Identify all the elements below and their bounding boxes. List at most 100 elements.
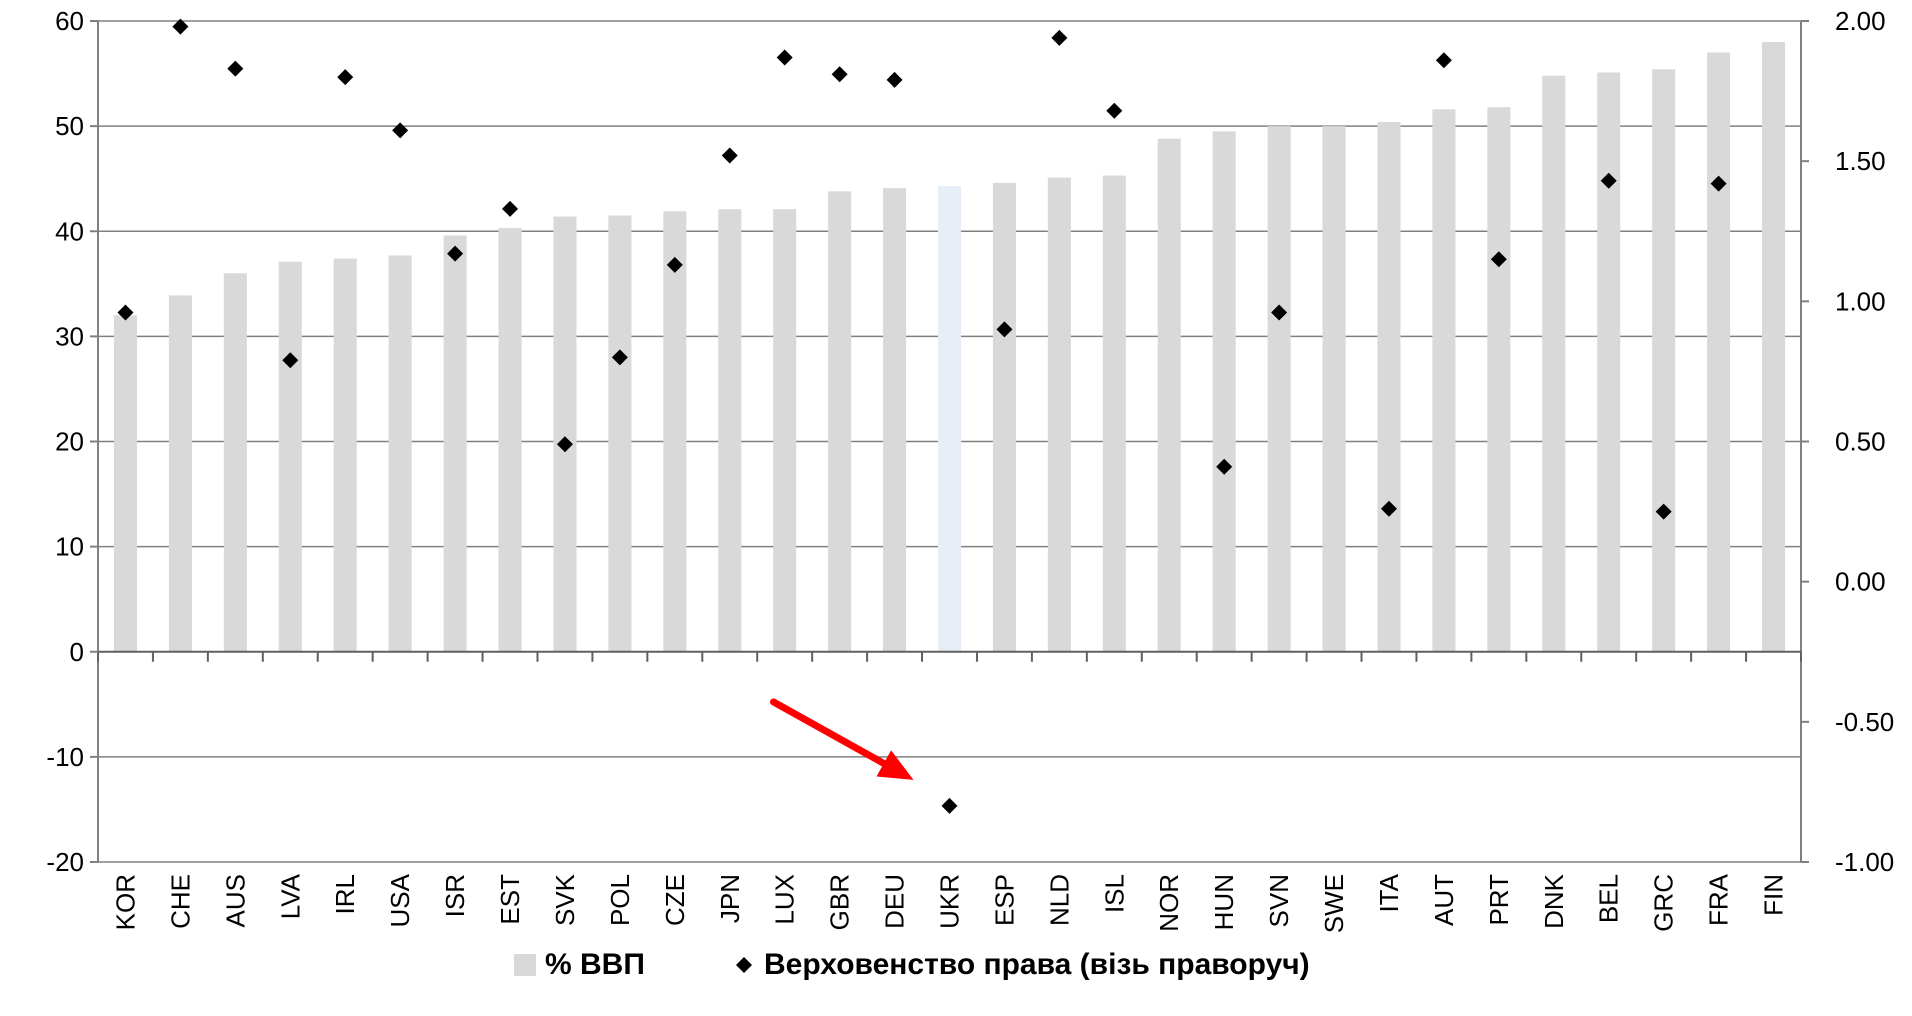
point-ita (1380, 500, 1397, 517)
category-label-grc: GRC (1649, 874, 1679, 932)
right-tick-label: -1.00 (1835, 847, 1894, 877)
category-label-jpn: JPN (715, 874, 745, 923)
right-axis-ticks: 2.00 1.50 1.00 0.50 0.00 -0.50 -1.00 (1801, 6, 1894, 877)
legend-scatter-label: Верховенство права (візь праворуч) (764, 948, 1310, 981)
bar-ita (1377, 121, 1401, 652)
point-irl (337, 69, 354, 86)
bar-gbr (828, 191, 852, 652)
right-tick-label: 2.00 (1835, 6, 1886, 36)
left-axis-ticks: 60 50 40 30 20 10 0 -10 -20 (46, 6, 98, 877)
bar-deu (883, 188, 907, 652)
category-label-isl: ISL (1099, 874, 1129, 913)
category-label-esp: ESP (989, 874, 1019, 926)
bar-jpn (718, 209, 742, 652)
category-label-che: CHE (165, 874, 195, 929)
bar-kor (113, 315, 138, 652)
point-lva (282, 352, 299, 369)
legend-diamond-marker (736, 957, 752, 973)
point-cze (666, 256, 683, 273)
scatter-series (117, 18, 1727, 814)
left-tick-label: 10 (55, 532, 84, 562)
category-label-ita: ITA (1374, 873, 1404, 912)
category-label-irl: IRL (330, 874, 360, 914)
category-label-lux: LUX (770, 874, 800, 925)
category-label-usa: USA (385, 873, 415, 927)
category-label-gbr: GBR (825, 874, 855, 930)
bar-ukr (937, 186, 962, 652)
category-label-est: EST (495, 874, 525, 925)
left-tick-label: 60 (55, 6, 84, 36)
category-label-svn: SVN (1264, 874, 1294, 927)
right-tick-label: 0.00 (1835, 567, 1886, 597)
category-label-deu: DEU (880, 874, 910, 929)
arrow-head (876, 750, 914, 780)
bar-esp (992, 182, 1016, 652)
point-svn (1271, 304, 1288, 321)
category-label-svk: SVK (550, 873, 580, 926)
right-tick-label: -0.50 (1835, 707, 1894, 737)
category-labels: KOR CHE AUS LVA IRL USA ISR EST SVK POL CZE JPN LUX G… (110, 873, 1788, 933)
red-arrow-annotation (770, 698, 914, 780)
arrow-shaft (770, 698, 888, 767)
category-label-aut: AUT (1429, 874, 1459, 926)
bar-nld (1047, 177, 1071, 652)
left-tick-label: -10 (46, 742, 84, 772)
category-label-swe: SWE (1319, 874, 1349, 933)
left-tick-label: 50 (55, 111, 84, 141)
bar-fra (1707, 52, 1731, 652)
category-label-hun: HUN (1209, 874, 1239, 930)
legend-bar-label: % ВВП (545, 948, 645, 981)
point-ukr (941, 797, 958, 814)
right-tick-label: 0.50 (1835, 427, 1886, 457)
right-tick-label: 1.50 (1835, 146, 1886, 176)
bar-svn (1267, 126, 1291, 652)
bar-isl (1102, 175, 1126, 652)
left-tick-label: 20 (55, 427, 84, 457)
point-gbr (831, 66, 848, 83)
category-label-cze: CZE (660, 874, 690, 926)
bar-prt (1487, 107, 1511, 652)
point-prt (1490, 251, 1507, 268)
bar-est (498, 228, 522, 652)
bar-aus (223, 273, 247, 652)
point-che (172, 18, 189, 35)
point-isr (447, 245, 464, 262)
category-label-dnk: DNK (1539, 873, 1569, 929)
category-label-aus: AUS (220, 874, 250, 927)
point-aus (227, 60, 244, 77)
bar-lux (773, 209, 797, 652)
point-nld (1051, 29, 1068, 46)
bar-swe (1322, 126, 1346, 652)
point-bel (1600, 172, 1617, 189)
point-hun (1216, 458, 1233, 475)
right-tick-label: 1.00 (1835, 286, 1886, 316)
bar-lva (278, 261, 302, 652)
bar-isr (443, 235, 467, 652)
point-kor (117, 304, 134, 321)
category-label-kor: KOR (110, 874, 140, 930)
point-svk (556, 436, 573, 453)
bar-svk (553, 216, 577, 652)
point-jpn (721, 147, 738, 164)
left-tick-label: 40 (55, 216, 84, 246)
category-label-nor: NOR (1154, 874, 1184, 932)
point-lux (776, 49, 793, 66)
point-esp (996, 321, 1013, 338)
left-tick-label: 0 (70, 637, 84, 667)
bar-aut (1432, 109, 1456, 652)
point-grc (1655, 503, 1672, 520)
bar-grc (1652, 69, 1676, 652)
bar-pol (608, 215, 632, 652)
bar-fin (1761, 42, 1786, 652)
bar-nor (1157, 138, 1181, 652)
category-label-nld: NLD (1044, 874, 1074, 926)
bar-dnk (1542, 75, 1566, 652)
category-label-prt: PRT (1484, 874, 1514, 926)
bar-che (168, 295, 192, 652)
left-tick-label: 30 (55, 321, 84, 351)
point-usa (392, 122, 409, 139)
bar-series (113, 42, 1786, 652)
category-label-bel: BEL (1594, 874, 1624, 923)
bar-irl (333, 258, 357, 652)
